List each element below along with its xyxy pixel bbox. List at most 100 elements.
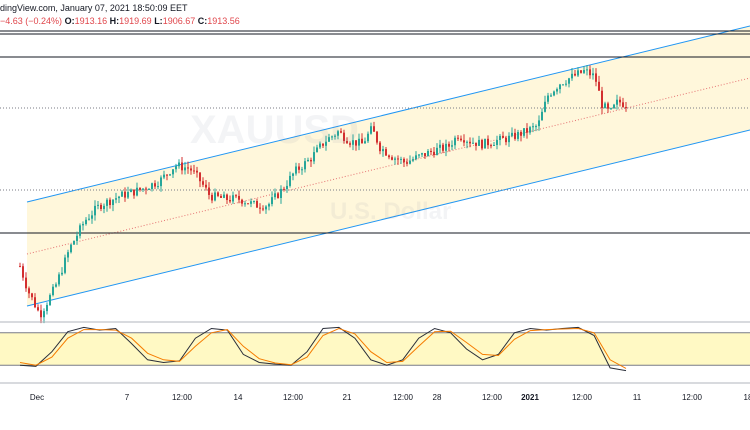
- candle-body: [19, 266, 21, 268]
- candle-body: [34, 297, 36, 308]
- candle-body: [553, 91, 555, 96]
- candle-body: [127, 192, 129, 198]
- watermark-symbol: XAUUSD: [190, 108, 359, 152]
- x-tick-label: 12:00: [482, 393, 503, 402]
- candle-body: [475, 142, 477, 146]
- candle-body: [451, 145, 453, 147]
- candle-body: [487, 138, 489, 146]
- candle-body: [91, 215, 93, 219]
- candle-body: [355, 140, 357, 146]
- candle-body: [85, 219, 87, 225]
- x-tick-label: 28: [433, 393, 442, 402]
- candle-body: [277, 193, 279, 198]
- candle-body: [49, 295, 51, 305]
- candle-body: [604, 103, 606, 109]
- candle-body: [94, 205, 96, 216]
- candle-body: [517, 131, 519, 139]
- watermark-currency: U.S. Dollar: [330, 198, 452, 225]
- candle-body: [526, 128, 528, 133]
- candle-body: [298, 166, 300, 170]
- candle-body: [433, 151, 435, 155]
- candle-body: [535, 126, 537, 128]
- candle-body: [445, 143, 447, 151]
- candle-body: [28, 288, 30, 294]
- candle-body: [97, 204, 99, 206]
- candle-body: [424, 153, 426, 157]
- x-tick-label: 21: [343, 393, 352, 402]
- candle-body: [88, 218, 90, 220]
- candle-body: [55, 284, 57, 287]
- candle-body: [118, 196, 120, 199]
- x-tick-label: 12:00: [283, 393, 304, 402]
- candle-body: [313, 152, 315, 162]
- candle-body: [64, 257, 66, 273]
- x-tick-label: Dec: [30, 393, 44, 402]
- candle-body: [193, 170, 195, 172]
- candle-body: [586, 69, 588, 71]
- candle-body: [130, 189, 132, 193]
- candle-body: [115, 198, 117, 200]
- candle-body: [259, 207, 261, 209]
- candle-body: [148, 189, 150, 191]
- l-value: 1906.67: [162, 16, 196, 26]
- candle-body: [226, 194, 228, 201]
- candle-body: [523, 128, 525, 136]
- l-label: L:: [154, 16, 163, 26]
- candle-body: [70, 244, 72, 253]
- candle-body: [478, 139, 480, 146]
- candle-body: [493, 144, 495, 146]
- candle-body: [166, 174, 168, 176]
- candle-body: [343, 132, 345, 142]
- candle-body: [331, 136, 333, 138]
- candle-body: [457, 137, 459, 139]
- candle-body: [496, 140, 498, 145]
- x-tick-label: 14: [234, 393, 243, 402]
- candle-body: [613, 104, 615, 109]
- candle-body: [562, 84, 564, 86]
- candle-body: [334, 135, 336, 137]
- candle-body: [256, 201, 258, 208]
- candle-body: [412, 159, 414, 161]
- candle-body: [571, 73, 573, 79]
- candle-body: [187, 167, 189, 169]
- candle-body: [481, 139, 483, 149]
- candle-body: [325, 141, 327, 146]
- candle-body: [550, 95, 552, 97]
- candle-body: [520, 131, 522, 136]
- candle-body: [175, 166, 177, 170]
- candle-body: [40, 310, 42, 318]
- header-ohlc: −4.63 (−0.24%) O:1913.16 H:1919.69 L:190…: [0, 15, 240, 28]
- candle-body: [439, 144, 441, 148]
- header-source: dingView.com, January 07, 2021 18:50:09 …: [0, 3, 188, 13]
- candle-body: [43, 311, 45, 318]
- candle-body: [274, 193, 276, 198]
- candle-body: [358, 138, 360, 146]
- candle-body: [22, 266, 24, 278]
- candle-body: [241, 199, 243, 204]
- candle-body: [574, 73, 576, 76]
- candle-body: [532, 126, 534, 128]
- x-tick-label: 12:00: [572, 393, 593, 402]
- candle-body: [121, 191, 123, 197]
- candle-body: [367, 133, 369, 142]
- candle-body: [421, 153, 423, 155]
- candle-body: [622, 102, 624, 107]
- stoch-d-line: [19, 327, 627, 369]
- x-tick-label: 12:00: [393, 393, 414, 402]
- candle-body: [544, 101, 546, 112]
- candle-body: [382, 149, 384, 152]
- candle-body: [163, 174, 165, 178]
- candle-body: [319, 143, 321, 148]
- candle-body: [202, 181, 204, 185]
- candle-body: [229, 200, 231, 202]
- candle-body: [103, 205, 105, 209]
- channel-upper-line: [26, 25, 750, 203]
- candle-body: [568, 78, 570, 84]
- candle-body: [502, 135, 504, 138]
- candle-body: [463, 140, 465, 143]
- candle-body: [223, 194, 225, 198]
- candle-body: [529, 127, 531, 133]
- x-tick-label: 12:00: [172, 393, 193, 402]
- candle-body: [436, 147, 438, 155]
